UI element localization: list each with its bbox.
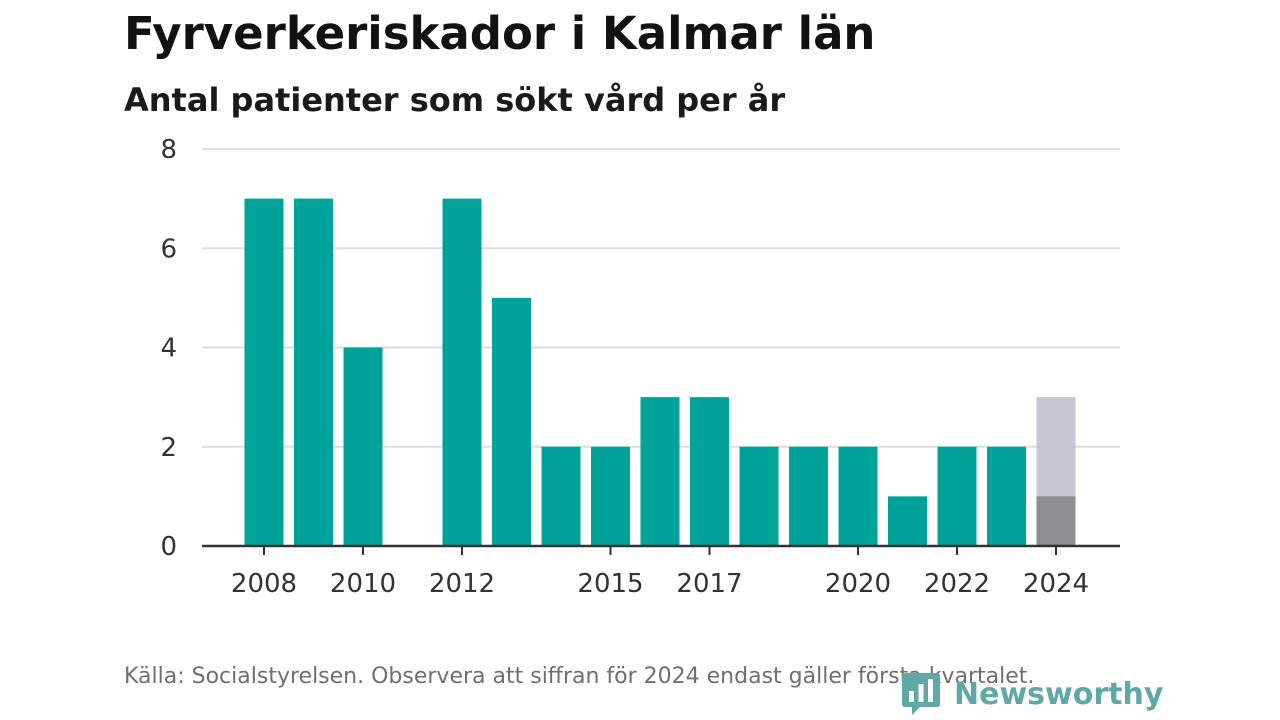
bar-2010 xyxy=(343,347,383,546)
x-tick-label: 2015 xyxy=(577,569,643,599)
source-note: Källa: Socialstyrelsen. Observera att si… xyxy=(124,664,1035,689)
newsworthy-logo-icon xyxy=(902,673,940,715)
y-tick-label: 4 xyxy=(160,334,177,364)
brand: Newsworthy xyxy=(900,670,1163,718)
bar-2015 xyxy=(591,446,630,546)
x-tick-label: 2022 xyxy=(924,569,990,599)
bar-2020 xyxy=(838,446,878,546)
bar-2021 xyxy=(888,496,927,546)
bar-2014 xyxy=(541,446,581,546)
brand-name: Newsworthy xyxy=(954,676,1164,712)
bar-2024 xyxy=(1036,496,1076,546)
bar-2018 xyxy=(739,446,779,546)
x-tick-label: 2017 xyxy=(676,569,742,599)
bar-2012 xyxy=(442,198,482,546)
bar-2017 xyxy=(690,397,729,546)
bar-2019 xyxy=(789,446,828,546)
x-tick-label: 2020 xyxy=(825,569,891,599)
axes: 0 2 4 6 8 2008 2010 2012 2015 2017 2020 2022 2024 xyxy=(160,135,1120,599)
x-tick-label: 2008 xyxy=(231,569,297,599)
bar-2022 xyxy=(937,446,977,546)
bar-2016 xyxy=(640,397,680,546)
bar-2009 xyxy=(294,198,333,546)
x-tick-label: 2012 xyxy=(429,569,495,599)
bar-2013 xyxy=(492,297,531,546)
chart-title: Fyrverkeriskador i Kalmar län xyxy=(124,7,876,60)
y-tick-label: 2 xyxy=(160,433,177,463)
x-tick-label: 2024 xyxy=(1023,569,1089,599)
y-tick-label: 0 xyxy=(160,532,177,562)
chart-subtitle: Antal patienter som sökt vård per år xyxy=(124,81,786,119)
bar-chart: 0 2 4 6 8 2008 2010 2012 2015 2017 2020 2022 2024 xyxy=(160,135,1120,599)
bar-2008 xyxy=(244,198,284,546)
bar-2023 xyxy=(987,446,1026,546)
bars xyxy=(244,198,1076,546)
x-tick-label: 2010 xyxy=(330,569,396,599)
y-tick-label: 6 xyxy=(160,234,177,264)
y-tick-label: 8 xyxy=(160,135,177,165)
